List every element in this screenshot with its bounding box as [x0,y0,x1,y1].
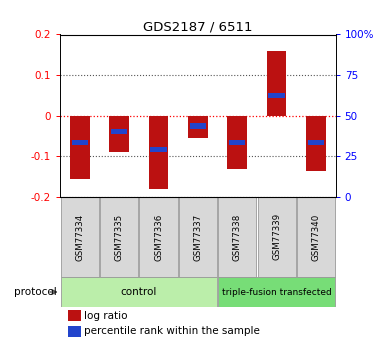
Title: GDS2187 / 6511: GDS2187 / 6511 [143,20,253,33]
Bar [218,277,335,307]
Bar [297,197,335,277]
Bar [111,129,127,134]
Bar [149,116,168,189]
Bar [190,124,206,129]
Text: percentile rank within the sample: percentile rank within the sample [83,326,260,336]
Bar [68,326,81,337]
Bar [188,116,208,138]
Text: control: control [121,287,157,297]
Bar [308,140,324,145]
Text: GSM77336: GSM77336 [154,213,163,260]
Bar [267,51,286,116]
Bar [227,116,247,169]
Bar [70,116,90,179]
Bar [61,197,99,277]
Text: GSM77335: GSM77335 [115,213,124,260]
Bar [68,310,81,321]
Bar [100,197,138,277]
Bar [109,116,129,152]
Bar [150,147,167,152]
Bar [139,197,178,277]
Text: GSM77337: GSM77337 [193,213,203,260]
Bar [61,277,217,307]
Bar [71,140,88,145]
Text: GSM77334: GSM77334 [75,213,84,260]
Text: GSM77338: GSM77338 [233,213,242,260]
Bar [268,93,285,98]
Text: triple-fusion transfected: triple-fusion transfected [222,287,331,296]
Bar [229,140,246,145]
Bar [218,197,256,277]
Bar [306,116,326,171]
Text: GSM77340: GSM77340 [312,213,320,260]
Text: GSM77339: GSM77339 [272,213,281,260]
Bar [179,197,217,277]
Bar [258,197,296,277]
Text: protocol: protocol [14,287,56,297]
Text: log ratio: log ratio [83,311,127,321]
